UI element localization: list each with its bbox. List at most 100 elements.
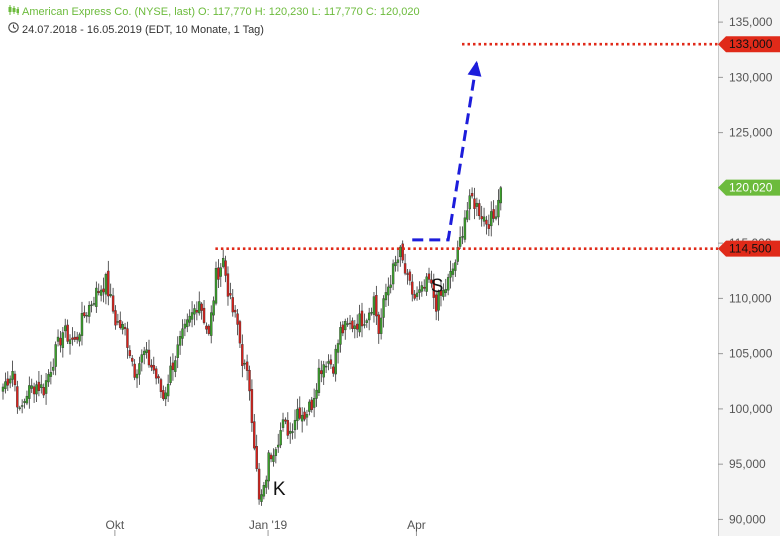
candle-body xyxy=(68,339,72,345)
y-tick-label: 125,000 xyxy=(729,126,773,140)
candle-body xyxy=(372,296,376,315)
candle-body xyxy=(16,386,19,408)
candle-body xyxy=(394,262,397,267)
chart-annotation-s: S xyxy=(431,276,444,297)
candle-body xyxy=(384,292,388,301)
candle-body xyxy=(255,446,258,469)
candle-body xyxy=(413,294,416,299)
candle-body xyxy=(145,349,148,353)
candle-body xyxy=(296,408,299,422)
candle-body xyxy=(320,370,323,375)
candle-body xyxy=(344,320,347,331)
candle-body xyxy=(279,430,282,446)
candle-body xyxy=(126,328,129,348)
candle-body xyxy=(241,344,244,367)
candle-body xyxy=(387,286,390,296)
candle-body xyxy=(250,389,254,424)
candle-body xyxy=(399,246,402,258)
candle-body xyxy=(439,290,443,296)
candle-body xyxy=(25,395,29,404)
candle-body xyxy=(490,211,493,227)
candle-body xyxy=(6,378,9,386)
candle-body xyxy=(305,414,309,418)
candle-body xyxy=(444,289,447,294)
y-tick-label: 90,000 xyxy=(729,512,766,526)
candle-body xyxy=(181,328,184,339)
candle-body xyxy=(334,348,337,375)
candle-body xyxy=(169,365,172,383)
candle-body xyxy=(1,386,5,392)
candle-body xyxy=(20,405,24,407)
candle-body xyxy=(64,325,67,332)
candle-body xyxy=(121,324,124,330)
candle-body xyxy=(32,386,36,395)
last-price-tag-label: 120,020 xyxy=(729,181,773,195)
candle-body xyxy=(140,354,144,363)
chart-header-range: 24.07.2018 - 16.05.2019 (EDT, 10 Monate,… xyxy=(8,22,264,36)
candle-body xyxy=(23,401,26,404)
candle-body xyxy=(243,363,246,365)
candle-body xyxy=(109,294,112,296)
candle-body xyxy=(198,301,201,314)
candle-body xyxy=(329,359,333,365)
candle-body xyxy=(44,380,48,394)
candle-body xyxy=(415,292,419,297)
support-price-tag-label: 114,500 xyxy=(729,242,772,256)
candle-body xyxy=(231,297,234,313)
candle-body xyxy=(265,479,268,488)
candle-body xyxy=(102,288,105,293)
candle-body xyxy=(396,259,400,263)
candle-body xyxy=(143,350,146,356)
candle-body xyxy=(427,273,431,280)
candle-body xyxy=(367,312,371,321)
candle-body xyxy=(289,430,292,434)
candle-body xyxy=(150,364,153,368)
candle-body xyxy=(339,327,342,345)
candle-body xyxy=(446,277,450,291)
candle-body xyxy=(348,322,352,325)
candle-body xyxy=(312,398,316,408)
candle-body xyxy=(159,379,163,393)
candle-body xyxy=(420,285,424,292)
candle-body xyxy=(281,419,285,428)
candle-body xyxy=(229,293,232,296)
candle-body xyxy=(291,431,294,433)
candle-body xyxy=(382,298,385,318)
candle-body xyxy=(353,325,357,329)
candle-body xyxy=(466,210,469,220)
x-tick-label: Okt xyxy=(106,518,125,532)
candle-body xyxy=(135,373,139,379)
candle-body xyxy=(478,203,481,217)
candle-body xyxy=(274,449,278,456)
resistance-price-tag-label: 133,000 xyxy=(729,37,773,51)
candle-body xyxy=(317,367,321,393)
candle-body xyxy=(492,209,495,219)
candle-body xyxy=(178,336,182,346)
candle-body xyxy=(131,357,134,362)
candle-body xyxy=(176,344,179,358)
candle-body xyxy=(162,390,165,400)
candle-body xyxy=(322,364,325,378)
candle-body xyxy=(360,310,364,327)
y-tick-label: 130,000 xyxy=(729,70,773,84)
candle-body xyxy=(245,361,249,371)
candle-body xyxy=(494,216,498,219)
candle-body xyxy=(277,444,280,448)
candle-body xyxy=(480,216,483,220)
candle-body xyxy=(217,267,220,280)
candle-body xyxy=(171,362,175,371)
candle-body xyxy=(341,324,345,334)
candle-body xyxy=(80,313,84,336)
candle-body xyxy=(298,407,301,419)
candle-body xyxy=(37,381,41,391)
candle-body xyxy=(336,343,340,353)
candle-body xyxy=(111,295,115,312)
candle-body xyxy=(248,369,251,392)
candle-body xyxy=(327,361,330,364)
candle-body xyxy=(437,291,440,311)
candle-body xyxy=(200,303,203,311)
candle-body xyxy=(87,305,91,317)
candle-body xyxy=(11,371,14,380)
candle-body xyxy=(358,313,361,333)
candle-body xyxy=(75,336,79,340)
